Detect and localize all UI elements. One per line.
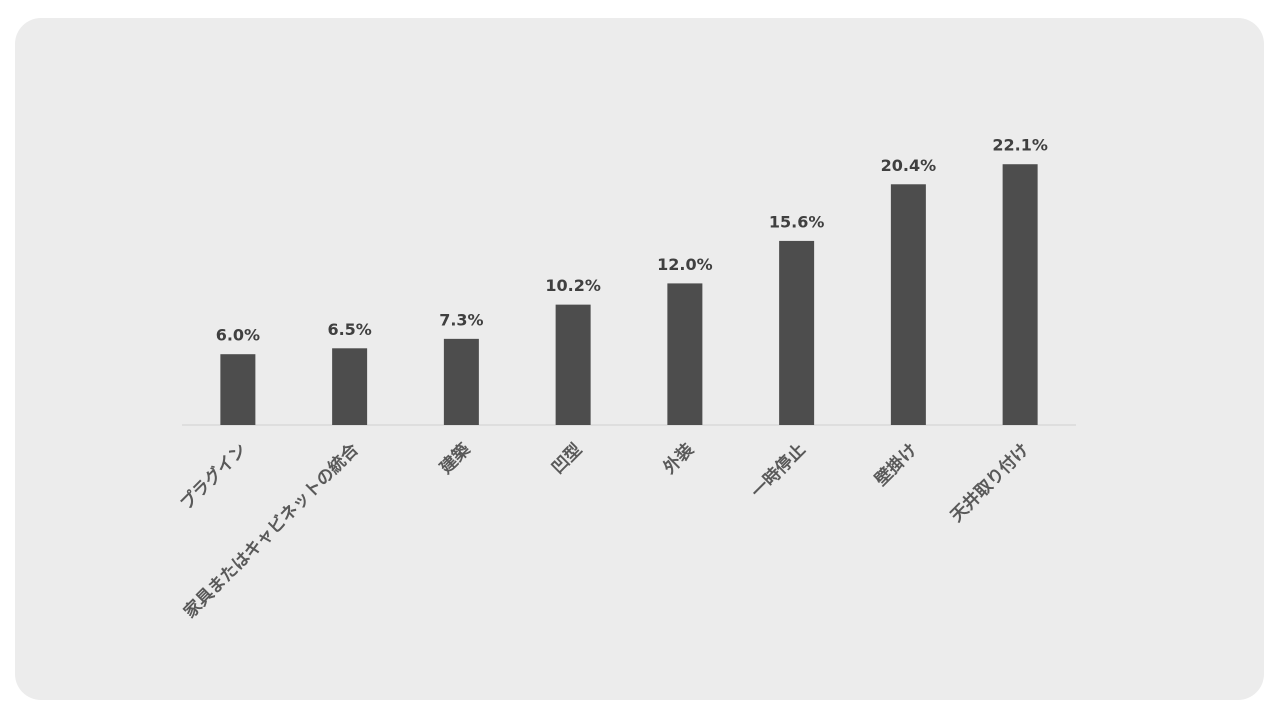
bar (443, 338, 479, 425)
value-label: 12.0% (657, 255, 713, 274)
bar (667, 283, 703, 425)
card (15, 18, 1264, 700)
bar (1002, 164, 1038, 425)
bar (332, 348, 368, 425)
bar (555, 304, 591, 425)
value-label: 7.3% (439, 310, 483, 329)
value-label: 10.2% (545, 276, 601, 295)
bar (779, 240, 815, 425)
bar (890, 184, 926, 425)
value-label: 20.4% (881, 156, 937, 175)
value-label: 6.5% (327, 320, 371, 339)
value-label: 6.0% (216, 326, 260, 345)
value-label: 22.1% (992, 136, 1048, 155)
value-label: 15.6% (769, 212, 825, 231)
bar (220, 354, 256, 425)
